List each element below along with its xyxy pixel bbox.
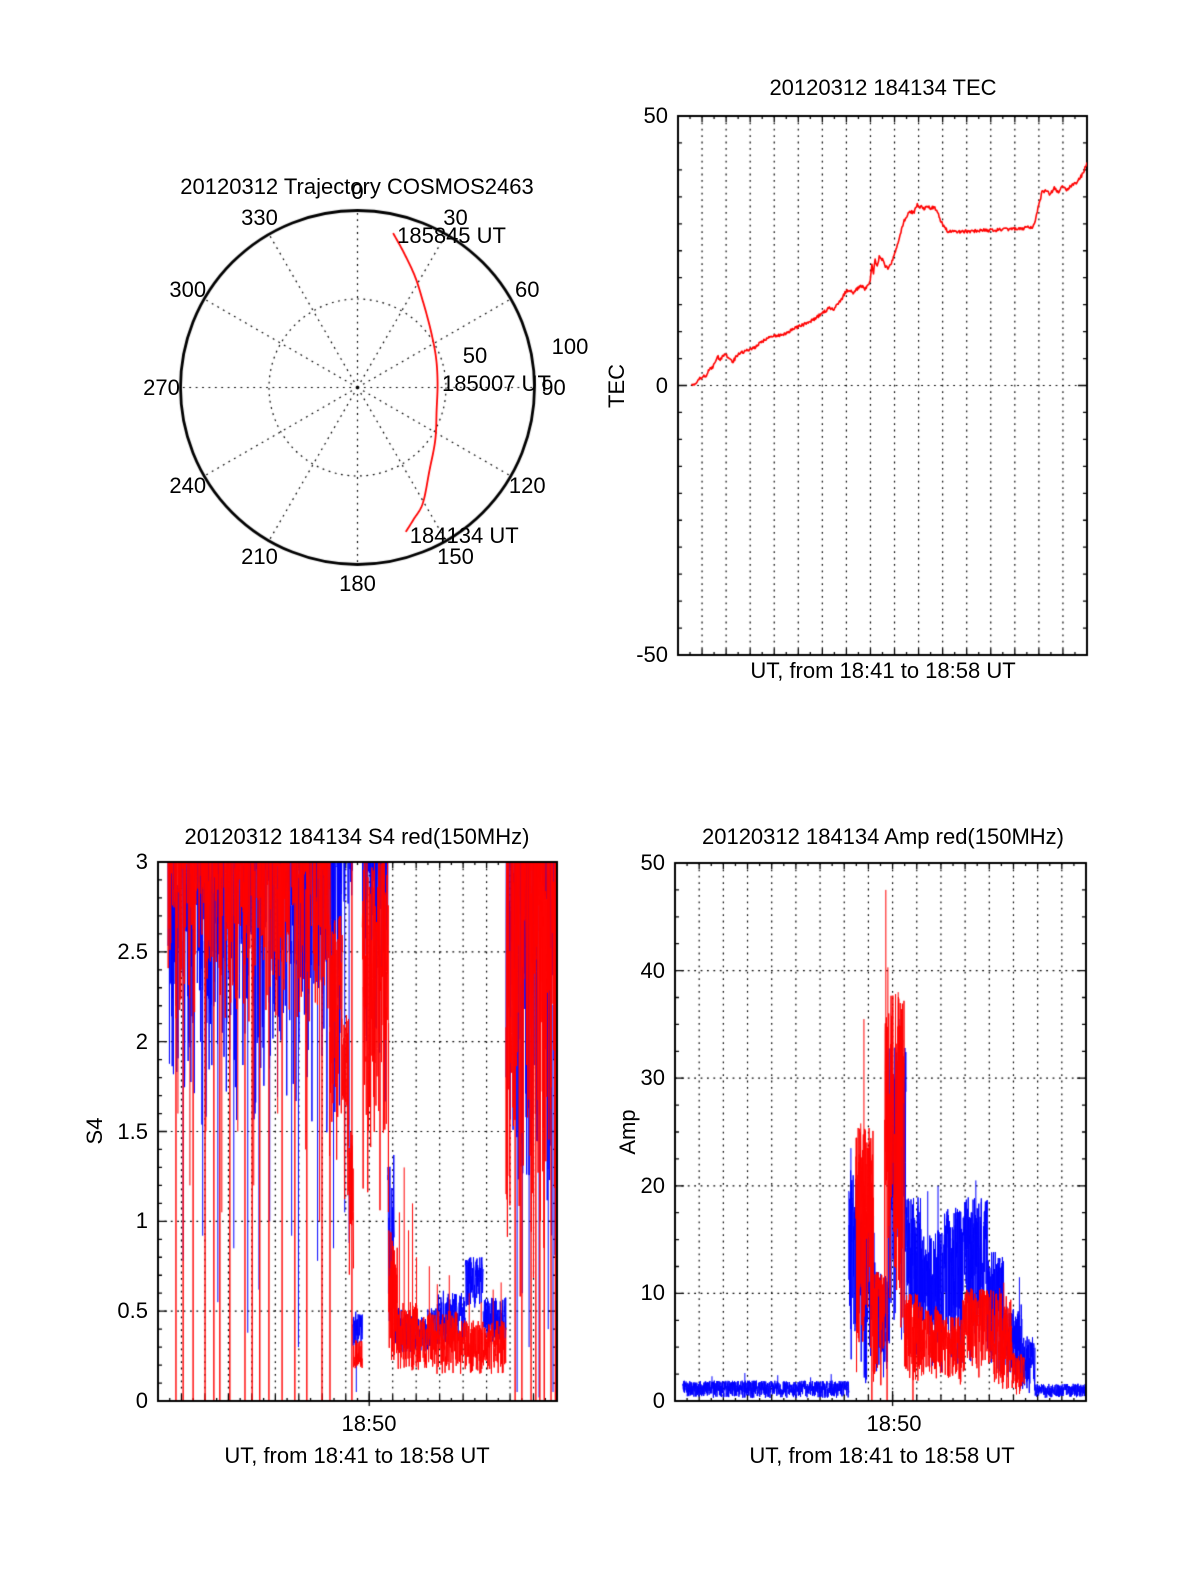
tec-title: 20120312 184134 TEC — [769, 75, 997, 100]
polar-azimuth-label: 30 — [443, 204, 468, 230]
amp-ytick-label: 20 — [640, 1172, 665, 1198]
polar-azimuth-label: 60 — [514, 276, 540, 302]
tec-ytick-label: 0 — [655, 372, 668, 398]
s4-xtick-label: 18:50 — [341, 1411, 397, 1436]
s4-ytick-label: 2.5 — [117, 938, 148, 964]
amp-title: 20120312 184134 Amp red(150MHz) — [701, 824, 1065, 849]
s4-ytick-label: 1 — [135, 1208, 148, 1234]
amp-y-axis-label: Amp — [615, 1109, 640, 1155]
amp-ytick-label: 40 — [640, 957, 665, 983]
amp-ytick-label: 50 — [640, 850, 665, 875]
trajectory-title: 20120312 Trajectory COSMOS2463 — [180, 174, 534, 199]
polar-azimuth-label: 180 — [339, 570, 376, 596]
amp-ytick-label: 10 — [640, 1280, 665, 1306]
s4-title: 20120312 184134 S4 red(150MHz) — [184, 824, 530, 849]
s4-x-axis-label: UT, from 18:41 to 18:58 UT — [224, 1443, 490, 1468]
trajectory-time-label: 184134 UT — [409, 522, 519, 548]
tec-y-axis-label: TEC — [604, 364, 629, 408]
polar-azimuth-label: 270 — [143, 374, 180, 400]
polar-azimuth-label: 150 — [437, 544, 474, 570]
polar-azimuth-label: 330 — [241, 204, 278, 230]
amp-x-axis-label: UT, from 18:41 to 18:58 UT — [749, 1443, 1015, 1468]
polar-azimuth-label: 240 — [169, 472, 207, 498]
s4-ytick-label: 0.5 — [117, 1298, 148, 1324]
trajectory-time-label: 185007 UT — [442, 370, 551, 396]
polar-azimuth-label: 210 — [241, 544, 278, 570]
polar-azimuth-label: 0 — [351, 178, 364, 204]
tec-ytick-label: -50 — [636, 642, 668, 667]
tec-ytick-label: 50 — [643, 103, 668, 128]
amp-xtick-label: 18:50 — [866, 1411, 922, 1436]
polar-azimuth-label: 120 — [508, 472, 546, 498]
s4-ytick-label: 1.5 — [117, 1118, 148, 1144]
amp-ytick-label: 0 — [652, 1388, 665, 1413]
s4-ytick-label: 2 — [135, 1028, 148, 1054]
polar-azimuth-label: 90 — [541, 374, 566, 400]
s4-ytick-label: 3 — [135, 849, 148, 874]
trajectory-time-label: 185845 UT — [397, 223, 506, 249]
polar-azimuth-label: 300 — [169, 276, 207, 302]
tec-x-axis-label: UT, from 18:41 to 18:58 UT — [750, 658, 1016, 683]
s4-y-axis-label: S4 — [82, 1117, 107, 1145]
amp-ytick-label: 30 — [640, 1065, 665, 1091]
polar-ring-label: 50 — [462, 343, 488, 368]
s4-ytick-label: 0 — [135, 1388, 148, 1413]
polar-ring-label: 100 — [551, 334, 589, 359]
